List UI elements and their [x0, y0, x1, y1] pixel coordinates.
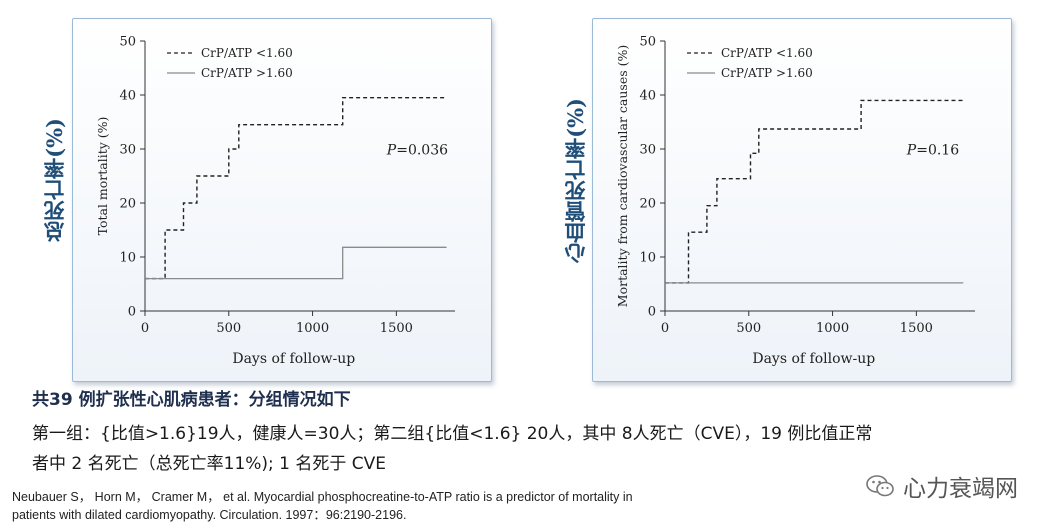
x-tick-label: 1500	[900, 321, 933, 336]
p-value-annotation: P=0.036	[386, 142, 448, 158]
series-line-high-ratio	[145, 246, 447, 280]
citation-line-1: Neubauer S， Horn M， Cramer M， et al. Myo…	[12, 490, 633, 504]
y-tick-label: 20	[639, 197, 656, 212]
y-tick-label: 10	[639, 251, 656, 266]
right-side-label: 心血管死亡率(%)	[563, 98, 588, 264]
y-tick-label: 0	[648, 305, 656, 320]
x-tick-label: 500	[216, 321, 241, 336]
y-axis-label: Total mortality (%)	[95, 117, 110, 236]
y-tick-label: 50	[119, 35, 136, 50]
legend-entry: CrP/ATP >1.60	[201, 66, 293, 80]
p-symbol: P	[386, 142, 397, 158]
x-axis-label: Days of follow-up	[752, 351, 875, 367]
y-tick-label: 0	[128, 305, 136, 320]
p-value-annotation: P=0.16	[906, 142, 959, 158]
y-tick-label: 30	[639, 143, 656, 158]
x-tick-label: 1500	[380, 321, 413, 336]
y-tick-label: 10	[119, 251, 136, 266]
p-value: =0.16	[916, 142, 959, 158]
chart-panel-cv-mortality: 0 10 20 30 40 50 0 500 1000 1500 Days of follow-up…	[592, 18, 1012, 382]
legend-entry: CrP/ATP <1.60	[721, 46, 813, 60]
y-tick-label: 40	[639, 89, 656, 104]
citation: Neubauer S， Horn M， Cramer M， et al. Myo…	[12, 488, 633, 524]
x-tick-label: 500	[736, 321, 761, 336]
caption-group-detail: 第一组：{比值>1.6}19人，健康人=30人；第二组{比值<1.6} 20人，…	[32, 424, 873, 444]
caption-group-detail-cont: 者中 2 名死亡（总死亡率11%); 1 名死于 CVE	[32, 454, 387, 474]
y-tick-label: 40	[119, 89, 136, 104]
y-tick-label: 30	[119, 143, 136, 158]
chart-panel-total-mortality: 0 10 20 30 40 50 0 500 1000 1500 Days of follow-up…	[72, 18, 492, 382]
x-tick-label: 1000	[816, 321, 849, 336]
x-tick-label: 0	[661, 321, 669, 336]
citation-line-2: patients with dilated cardiomyopathy. Ci…	[12, 508, 407, 522]
p-symbol: P	[906, 142, 917, 158]
y-tick-label: 20	[119, 197, 136, 212]
wechat-icon	[866, 475, 894, 497]
x-tick-label: 0	[141, 321, 149, 336]
x-axis-label: Days of follow-up	[232, 351, 355, 367]
y-tick-label: 50	[639, 35, 656, 50]
left-side-label: 总死亡率(%)	[42, 118, 67, 242]
legend-entry: CrP/ATP <1.60	[201, 46, 293, 60]
p-value: =0.036	[396, 142, 448, 158]
y-axis-label: Mortality from cardiovascular causes (%)	[615, 45, 630, 307]
series-line-low-ratio	[145, 96, 447, 280]
watermark-text: 心力衰竭网	[903, 476, 1018, 502]
watermark: 心力衰竭网	[865, 469, 1018, 503]
caption-heading: 共39 例扩张性心肌病患者：分组情况如下	[32, 390, 351, 410]
legend-entry: CrP/ATP >1.60	[721, 66, 813, 80]
x-tick-label: 1000	[296, 321, 329, 336]
series-line-low-ratio	[665, 99, 964, 284]
